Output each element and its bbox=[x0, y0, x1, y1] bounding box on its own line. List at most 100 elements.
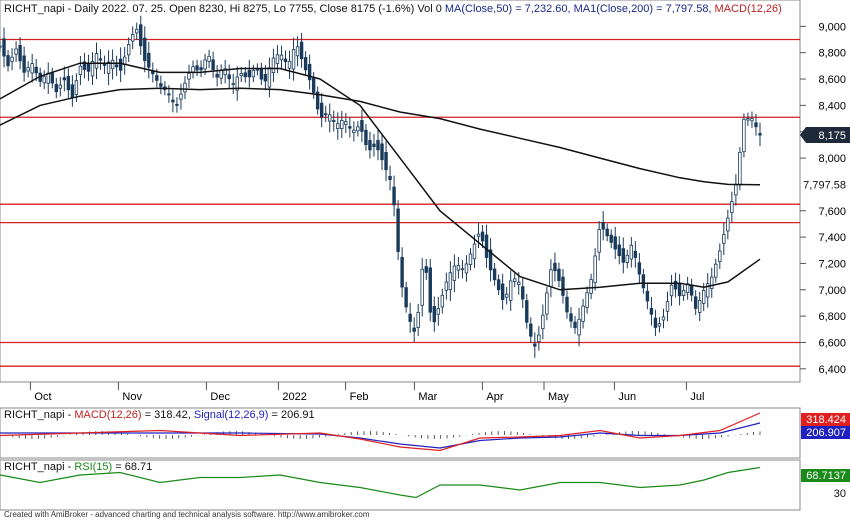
y-tick-label: 7,000 bbox=[818, 285, 846, 297]
candle-body bbox=[388, 176, 392, 181]
candle-body bbox=[500, 283, 505, 301]
candle-body bbox=[408, 313, 412, 322]
candle-body bbox=[219, 70, 223, 79]
candle-body bbox=[26, 67, 30, 72]
x-tick-label: Mar bbox=[418, 391, 437, 403]
x-tick-label: Nov bbox=[122, 391, 142, 403]
candle-body bbox=[669, 284, 674, 297]
candle-body bbox=[175, 103, 179, 106]
candle-body bbox=[215, 73, 219, 78]
candle-body bbox=[199, 67, 203, 71]
candle-body bbox=[227, 74, 231, 80]
candle-body bbox=[665, 301, 670, 312]
candle-body bbox=[187, 72, 191, 80]
candle-body bbox=[30, 63, 34, 74]
last-price-badge bbox=[800, 127, 850, 144]
candle-body bbox=[565, 296, 569, 313]
candle-body bbox=[702, 290, 706, 304]
candle-body bbox=[517, 281, 521, 286]
candle-body bbox=[754, 122, 758, 128]
signal-value-badge bbox=[801, 426, 850, 439]
candle-body bbox=[714, 263, 718, 278]
x-tick-label: 2022 bbox=[282, 391, 306, 403]
candle-body bbox=[340, 119, 344, 130]
candle-body bbox=[352, 129, 356, 133]
candle-body bbox=[259, 68, 264, 80]
candle-body bbox=[167, 93, 171, 96]
x-tick-label: Oct bbox=[34, 391, 51, 403]
y-tick-label: 8,600 bbox=[818, 74, 846, 86]
candle-body bbox=[689, 284, 694, 296]
candle-body bbox=[74, 80, 79, 96]
candle-body bbox=[521, 286, 525, 300]
candle-body bbox=[247, 69, 252, 78]
candle-body bbox=[718, 250, 722, 262]
candle-body bbox=[348, 126, 352, 129]
footer-credit: Created with AmiBroker - advanced charti… bbox=[4, 510, 370, 519]
x-tick-label: Jul bbox=[690, 391, 704, 403]
candle-body bbox=[468, 253, 473, 266]
macd-header-macd-val: = 318.42, bbox=[142, 409, 194, 421]
candle-body bbox=[436, 308, 441, 315]
y-tick-label: 6,800 bbox=[818, 311, 846, 323]
candle-body bbox=[673, 280, 678, 290]
x-tick-label: Apr bbox=[486, 391, 503, 403]
candle-body bbox=[609, 234, 613, 243]
candle-body bbox=[424, 266, 428, 273]
candle-body bbox=[589, 279, 593, 294]
candle-body bbox=[42, 76, 46, 84]
candle-body bbox=[315, 91, 320, 110]
candle-body bbox=[126, 44, 131, 56]
candle-body bbox=[147, 52, 151, 68]
candle-body bbox=[730, 201, 734, 213]
candle-body bbox=[553, 262, 557, 272]
moving-averages bbox=[0, 62, 761, 291]
candle-body bbox=[139, 24, 143, 47]
candle-body bbox=[573, 321, 577, 329]
candle-body bbox=[356, 126, 360, 132]
candles bbox=[0, 15, 762, 358]
candle-body bbox=[332, 120, 336, 122]
candle-body bbox=[70, 84, 75, 98]
candle-body bbox=[722, 234, 726, 244]
candle-body bbox=[400, 256, 404, 288]
candle-body bbox=[557, 268, 561, 281]
candle-body bbox=[734, 184, 738, 196]
candle-body bbox=[569, 313, 573, 322]
candle-body bbox=[50, 72, 54, 84]
candle-body bbox=[384, 152, 388, 171]
candle-body bbox=[513, 278, 517, 282]
candle-body bbox=[22, 55, 26, 73]
y-tick-label: 7,200 bbox=[818, 258, 846, 270]
candle-body bbox=[746, 118, 750, 121]
candle-body bbox=[18, 45, 22, 62]
candle-body bbox=[14, 48, 18, 55]
macd-value-label: 318.424 bbox=[806, 414, 846, 426]
candle-body bbox=[508, 280, 513, 301]
y-tick-label: 8,000 bbox=[818, 153, 846, 165]
candle-body bbox=[476, 233, 481, 237]
candle-body bbox=[360, 120, 364, 132]
candle-body bbox=[661, 316, 666, 321]
candle-body bbox=[231, 83, 235, 85]
x-tick-label: Feb bbox=[350, 391, 369, 403]
candle-body bbox=[396, 208, 400, 252]
header-ma200: MA1(Close,200) = 7,797.58, bbox=[571, 3, 712, 15]
candle-body bbox=[179, 93, 183, 100]
candle-body bbox=[529, 323, 533, 337]
y-tick-label: 6,400 bbox=[818, 364, 846, 376]
main-panel-frame bbox=[0, 0, 801, 383]
rsi-header-sep: - bbox=[65, 461, 75, 473]
last-price-badge-label: 8,175 bbox=[818, 130, 846, 142]
candle-body bbox=[541, 314, 545, 330]
y-tick-label: 7,600 bbox=[818, 206, 846, 218]
macd-line bbox=[0, 412, 761, 452]
candle-body bbox=[492, 268, 497, 281]
candle-body bbox=[291, 49, 296, 70]
candle-body bbox=[98, 58, 103, 61]
candle-body bbox=[267, 67, 272, 88]
rsi-header-rsi: RSI(15) bbox=[74, 461, 112, 473]
signal-line bbox=[0, 422, 761, 449]
candle-body bbox=[504, 293, 509, 298]
